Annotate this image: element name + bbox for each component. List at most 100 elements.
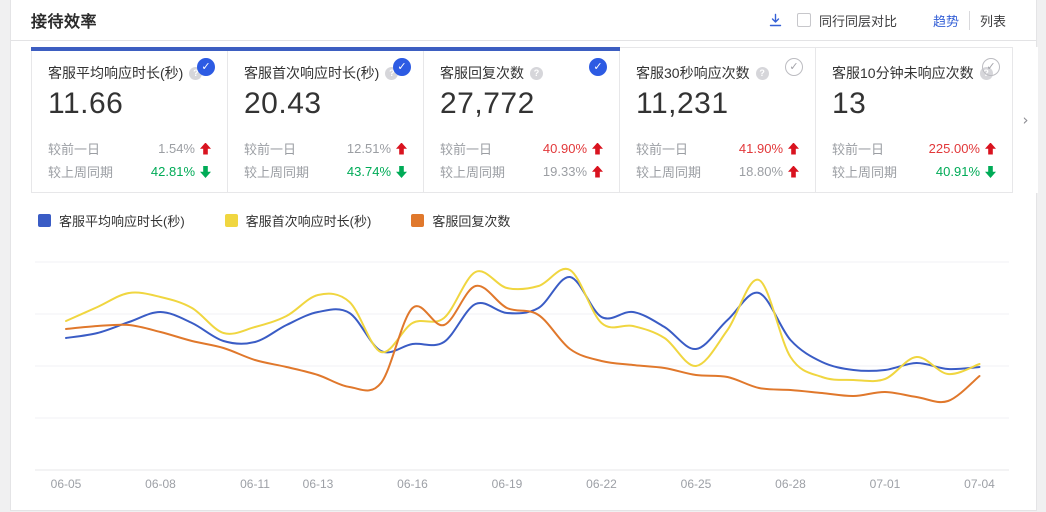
card-label-row: 客服平均响应时长(秒) ? [48, 63, 211, 83]
trend-value: 18.80% [738, 164, 783, 179]
trend-down-arrow-icon [200, 166, 211, 178]
trend-up-arrow-icon [592, 142, 603, 155]
info-icon[interactable]: ? [530, 66, 543, 80]
download-button[interactable] [768, 13, 783, 28]
trend-label: 较前一日 [636, 142, 689, 157]
card-select-check-icon[interactable] [589, 58, 607, 76]
trend-row-week: 较上周同期 18.80% [636, 160, 799, 183]
x-tick-label: 06-11 [240, 477, 270, 491]
x-tick-label: 06-25 [681, 477, 712, 491]
card-select-check-icon[interactable] [197, 58, 215, 76]
x-tick-label: 06-28 [775, 477, 806, 491]
trend-rows: 较前一日 1.54% 较上周同期 42.81% [48, 137, 211, 183]
legend-item-first-response-time[interactable]: 客服首次响应时长(秒) [224, 211, 372, 230]
x-tick-label: 06-19 [492, 477, 523, 491]
trend-row-day: 较前一日 12.51% [244, 137, 407, 160]
trend-up-arrow-icon [592, 165, 603, 178]
legend-item-avg-response-time[interactable]: 客服平均响应时长(秒) [38, 211, 185, 230]
check-icon [201, 61, 210, 73]
trend-label: 较上周同期 [244, 165, 310, 180]
card-label-row: 客服首次响应时长(秒) ? [244, 63, 407, 83]
trend-row-week: 较上周同期 42.81% [48, 160, 211, 183]
check-icon [397, 61, 406, 73]
trend-rows: 较前一日 225.00% 较上周同期 40.91% [832, 137, 996, 183]
trend-row-day: 较前一日 1.54% [48, 137, 211, 160]
peer-compare-label[interactable]: 同行同层对比 [818, 13, 897, 29]
peer-compare-checkbox[interactable] [796, 13, 811, 27]
x-tick-label: 06-08 [145, 477, 176, 491]
x-tick-label: 06-13 [303, 477, 334, 491]
metric-card-10min-no-response-count[interactable]: 客服10分钟未响应次数 ? 13 较前一日 225.00% 较上周同期 40.9… [816, 48, 1012, 192]
metric-card-avg-response-time[interactable]: 客服平均响应时长(秒) ? 11.66 较前一日 1.54% 较上周同期 42.… [31, 47, 228, 192]
card-label-row: 客服30秒响应次数 ? [636, 63, 799, 83]
trend-value: 42.81% [150, 164, 195, 179]
trend-label: 较前一日 [440, 142, 493, 157]
page-title: 接待效率 [31, 14, 98, 31]
trend-up-arrow-icon [788, 165, 799, 178]
legend-label: 客服平均响应时长(秒) [59, 214, 185, 229]
card-value: 13 [832, 87, 867, 120]
trend-row-day: 较前一日 40.90% [440, 137, 603, 160]
tab-trend-view[interactable]: 趋势 [933, 10, 970, 30]
info-icon[interactable]: ? [755, 66, 769, 80]
trend-value: 1.54% [158, 141, 195, 156]
card-label: 客服回复次数 [440, 65, 524, 81]
check-icon [986, 61, 995, 73]
metric-card-first-response-time[interactable]: 客服首次响应时长(秒) ? 20.43 较前一日 12.51% 较上周同期 43… [227, 47, 424, 192]
trend-value: 40.90% [542, 141, 587, 156]
card-select-check-icon[interactable] [785, 58, 803, 76]
trend-row-day: 较前一日 41.90% [636, 137, 799, 160]
trend-value: 225.00% [928, 141, 980, 156]
legend-label: 客服首次响应时长(秒) [245, 214, 372, 229]
trend-up-arrow-icon [985, 142, 996, 155]
trend-rows: 较前一日 41.90% 较上周同期 18.80% [636, 137, 799, 183]
card-value: 27,772 [440, 87, 535, 120]
metric-card-30s-response-count[interactable]: 客服30秒响应次数 ? 11,231 较前一日 41.90% 较上周同期 18.… [620, 48, 816, 192]
trend-up-arrow-icon [788, 142, 799, 155]
x-tick-label: 07-04 [964, 477, 995, 491]
legend-item-reply-count[interactable]: 客服回复次数 [411, 211, 510, 230]
series-line-1 [65, 267, 981, 383]
trend-down-arrow-icon [985, 166, 996, 178]
trend-label: 较前一日 [48, 142, 101, 157]
card-select-check-icon[interactable] [393, 58, 411, 76]
card-label: 客服10分钟未响应次数 [832, 65, 974, 81]
card-label-row: 客服10分钟未响应次数 ? [832, 63, 996, 83]
card-label: 客服30秒响应次数 [636, 65, 750, 81]
trend-value: 41.90% [738, 141, 783, 156]
trend-row-week: 较上周同期 40.91% [832, 160, 996, 183]
cards-scroll-next-button[interactable]: › [1013, 47, 1038, 193]
x-tick-label: 06-16 [397, 477, 428, 491]
view-switch: 趋势 列表 [933, 10, 1006, 30]
x-tick-label: 07-01 [870, 477, 901, 491]
trend-rows: 较前一日 12.51% 较上周同期 43.74% [244, 137, 407, 183]
trend-label: 较上周同期 [440, 165, 506, 180]
legend-label: 客服回复次数 [432, 214, 511, 229]
trend-chart-svg: 06-05 06-08 06-11 06-13 06-16 06-19 06-22 06-25… [35, 261, 1009, 491]
chevron-right-icon: › [1022, 111, 1029, 129]
legend-swatch-orange [411, 214, 425, 227]
trend-row-day: 较前一日 225.00% [832, 137, 996, 160]
trend-label: 较上周同期 [48, 165, 114, 180]
trend-up-arrow-icon [396, 142, 407, 155]
trend-label: 较前一日 [832, 142, 885, 157]
trend-label: 较上周同期 [832, 165, 898, 180]
trend-value: 19.33% [542, 164, 587, 179]
tab-list-view[interactable]: 列表 [979, 13, 1006, 29]
card-label-row: 客服回复次数 ? [440, 63, 603, 83]
trend-up-arrow-icon [200, 142, 211, 155]
trend-label: 较前一日 [244, 142, 297, 157]
metric-cards-row: 客服平均响应时长(秒) ? 11.66 较前一日 1.54% 较上周同期 42.… [31, 47, 1013, 193]
series-line-0 [65, 276, 981, 372]
metric-card-reply-count[interactable]: 客服回复次数 ? 27,772 较前一日 40.90% 较上周同期 19.33% [423, 47, 620, 192]
trend-rows: 较前一日 40.90% 较上周同期 19.33% [440, 137, 603, 183]
card-select-check-icon[interactable] [982, 58, 1000, 76]
trend-down-arrow-icon [396, 166, 407, 178]
card-label: 客服平均响应时长(秒) [48, 65, 184, 81]
trend-row-week: 较上周同期 43.74% [244, 160, 407, 183]
trend-chart-area[interactable]: 06-05 06-08 06-11 06-13 06-16 06-19 06-22 06-25… [11, 240, 1038, 506]
panel-header: 接待效率 同行同层对比 趋势 列表 [11, 0, 1036, 41]
card-value: 11.66 [48, 87, 124, 120]
reception-efficiency-panel: 接待效率 同行同层对比 趋势 列表 [10, 0, 1038, 511]
